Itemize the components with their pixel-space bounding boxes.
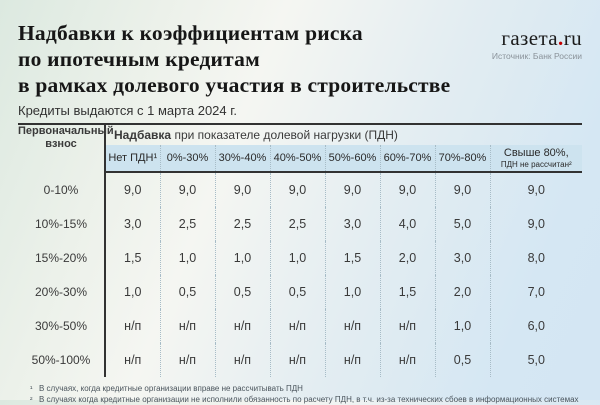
table-cell: н/п: [324, 309, 380, 343]
group-header-row: Первоначальный взнос Надбавка при показа…: [18, 124, 582, 172]
row-label: 20%-30%: [18, 275, 106, 309]
table-cell: 3,0: [434, 241, 490, 275]
gazeta-logo: газета.ru: [492, 27, 582, 49]
column-header: 40%-50%: [269, 145, 325, 173]
source-label: Источник: Банк России: [491, 51, 582, 61]
table-cell: н/п: [324, 343, 380, 377]
table-cell: 1,5: [379, 275, 435, 309]
title-line: в рамках долевого участия в строительств…: [18, 73, 451, 97]
table-cell: 6,0: [489, 309, 583, 343]
table-cell: 9,0: [159, 172, 215, 207]
table-cell: 9,0: [434, 172, 490, 207]
column-header: 50%-60%: [324, 145, 380, 173]
table-cell: 9,0: [124, 183, 142, 197]
table-cell: 4,0: [379, 207, 435, 241]
column-dimension-header: Надбавка при показателе долевой нагрузки…: [114, 128, 398, 142]
footnote-text: В случаях, когда кредитные организации в…: [39, 384, 303, 393]
table-cell: 1,5: [124, 251, 142, 265]
table-cell: н/п: [159, 343, 215, 377]
table-row: 10%-15% 3,0 2,5 2,5 2,5 3,0 4,0 5,0 9,0: [18, 207, 583, 241]
table-cell: 5,0: [489, 343, 583, 377]
table-cell: н/п: [269, 343, 325, 377]
row-label: 15%-20%: [18, 241, 106, 275]
title-line: Надбавки к коэффициентам риска: [18, 21, 363, 45]
footnote: ¹ В случаях, когда кредитные организации …: [30, 383, 582, 394]
logo-dot: .: [558, 26, 564, 50]
table-cell: 0,5: [159, 275, 215, 309]
table-cell: н/п: [379, 343, 435, 377]
table-cell: 1,0: [434, 309, 490, 343]
brand-block: газета.ru Источник: Банк России: [492, 27, 582, 61]
table-cell: 9,0: [489, 207, 583, 241]
column-header: Нет ПДН¹: [105, 145, 160, 173]
table-cell: 7,0: [489, 275, 583, 309]
table-cell: н/п: [214, 309, 270, 343]
column-header: Свыше 80%, ПДН не рассчитан²: [489, 145, 583, 173]
table-cell: н/п: [124, 319, 142, 333]
table-cell: н/п: [214, 343, 270, 377]
table-cell: 2,0: [379, 241, 435, 275]
row-label: 10%-15%: [18, 207, 106, 241]
table-cell: 9,0: [269, 172, 325, 207]
table-row: 0-10% 9,0 9,0 9,0 9,0 9,0 9,0 9,0 9,0: [18, 172, 583, 207]
page-title: Надбавки к коэффициентам риска по ипотеч…: [18, 20, 450, 98]
table-cell: 5,0: [434, 207, 490, 241]
table-cell: н/п: [159, 309, 215, 343]
table-cell: 2,5: [159, 207, 215, 241]
row-label: 0-10%: [18, 172, 106, 207]
table-row: 50%-100% н/п н/п н/п н/п н/п н/п 0,5 5,0: [18, 343, 583, 377]
table-cell: 9,0: [379, 172, 435, 207]
row-label: 30%-50%: [18, 309, 106, 343]
footnote-marker: ¹: [30, 384, 33, 393]
header: Надбавки к коэффициентам риска по ипотеч…: [18, 20, 582, 98]
table-cell: 2,5: [269, 207, 325, 241]
row-dimension-header: Первоначальный взнос: [18, 124, 114, 172]
table-row: 30%-50% н/п н/п н/п н/п н/п н/п 1,0 6,0: [18, 309, 583, 343]
table-cell: 1,0: [159, 241, 215, 275]
column-header: 0%-30%: [159, 145, 215, 173]
table-cell: 0,5: [434, 343, 490, 377]
table-body: 0-10% 9,0 9,0 9,0 9,0 9,0 9,0 9,0 9,0 10%-15% 3,0 2…: [18, 172, 583, 377]
table-cell: 9,0: [324, 172, 380, 207]
table-row: 15%-20% 1,5 1,0 1,0 1,0 1,5 2,0 3,0 8,0: [18, 241, 583, 275]
table-cell: 9,0: [489, 172, 583, 207]
column-header: 60%-70%: [379, 145, 435, 173]
table-cell: 9,0: [214, 172, 270, 207]
logo-word: газета: [501, 26, 559, 50]
title-line: по ипотечным кредитам: [18, 47, 260, 71]
column-header: 70%-80%: [434, 145, 490, 173]
risk-table: Первоначальный взнос Надбавка при показа…: [18, 123, 583, 377]
column-header: 30%-40%: [214, 145, 270, 173]
logo-tld: ru: [563, 26, 582, 50]
table-cell: 2,0: [434, 275, 490, 309]
table-cell: 3,0: [124, 217, 142, 231]
table-row: 20%-30% 1,0 0,5 0,5 0,5 1,0 1,5 2,0 7,0: [18, 275, 583, 309]
table-cell: 1,0: [214, 241, 270, 275]
table-cell: 0,5: [269, 275, 325, 309]
table-cell: 3,0: [324, 207, 380, 241]
table-cell: 2,5: [214, 207, 270, 241]
column-header-row: Нет ПДН¹ 0%-30% 30%-40% 40%-50% 50%-60% 60%-7…: [18, 145, 583, 173]
table-cell: 1,0: [324, 275, 380, 309]
row-label: 50%-100%: [18, 343, 106, 377]
footnotes: ¹ В случаях, когда кредитные организации …: [18, 383, 582, 405]
table-cell: н/п: [124, 353, 142, 367]
subtitle: Кредиты выдаются с 1 марта 2024 г.: [18, 103, 238, 118]
table-cell: 8,0: [489, 241, 583, 275]
table-cell: н/п: [269, 309, 325, 343]
table-cell: 0,5: [214, 275, 270, 309]
table-cell: 1,5: [324, 241, 380, 275]
table-cell: 1,0: [269, 241, 325, 275]
table-cell: н/п: [379, 309, 435, 343]
table-cell: 1,0: [124, 285, 142, 299]
